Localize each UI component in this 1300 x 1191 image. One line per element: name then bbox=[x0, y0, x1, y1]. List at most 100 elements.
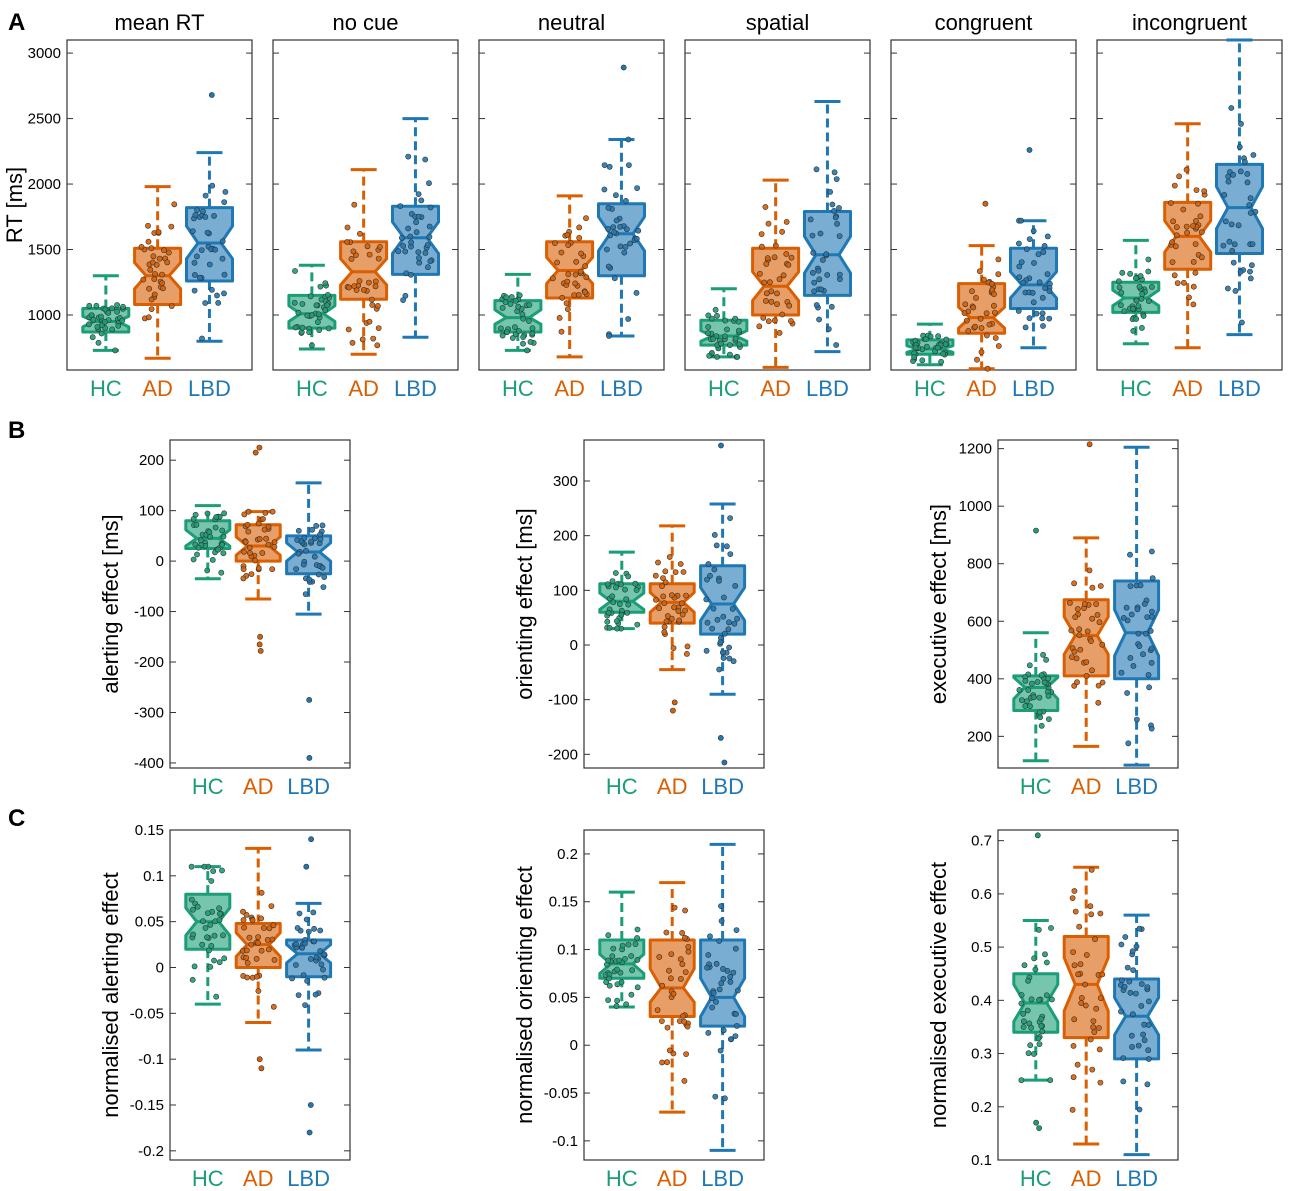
panel-12-ytick-label: 0.3 bbox=[971, 1046, 992, 1063]
panel-8-lbd-point bbox=[713, 542, 720, 549]
panel-2-ad-point bbox=[349, 339, 356, 346]
panel-10-ad-point bbox=[248, 941, 255, 948]
panel-10-lbd-outlier bbox=[303, 863, 310, 870]
panel-12-lbd-point bbox=[1138, 981, 1145, 987]
panel-6-ad-point bbox=[1198, 254, 1205, 261]
panel-12-xlabel-hc: HC bbox=[1020, 1166, 1052, 1186]
panel-5-ad-point bbox=[962, 301, 969, 308]
panel-8-ad-point bbox=[672, 569, 679, 576]
panel-1-ytick-label: 2500 bbox=[28, 111, 61, 128]
panel-8-ad-point bbox=[680, 569, 687, 575]
panel-8-xlabel-lbd: LBD bbox=[701, 774, 744, 799]
panel-10-lbd-point bbox=[304, 978, 310, 984]
panel-10-lbd-point bbox=[307, 956, 314, 962]
panel-8-lbd-point bbox=[704, 619, 711, 626]
panel-1-ad-point bbox=[159, 271, 165, 278]
panel-2-ad-point bbox=[350, 248, 357, 255]
panel-3-lbd-point bbox=[634, 185, 640, 191]
panel-3-xlabel-lbd: LBD bbox=[600, 376, 643, 401]
panel-10-hc-point bbox=[220, 932, 226, 939]
panel-9-lbd-point bbox=[1135, 630, 1142, 637]
panel-1-ad-point bbox=[147, 266, 154, 273]
panel-10-ad-point bbox=[244, 974, 251, 981]
panel-6-hc-point bbox=[1115, 278, 1122, 285]
panel-2-hc-point bbox=[299, 301, 306, 307]
panel-1-lbd-point bbox=[194, 207, 200, 213]
panel-10-lbd-point bbox=[317, 927, 324, 934]
panel-10-ad-point bbox=[255, 934, 261, 940]
panel-9-hc-point bbox=[1034, 679, 1041, 685]
panel-4-ad-point bbox=[759, 243, 765, 250]
panel-5-ad-point bbox=[976, 268, 983, 275]
panel-4-xlabel-hc: HC bbox=[708, 376, 740, 401]
panel-10-hc-point bbox=[208, 878, 215, 884]
panel-12-hc-point bbox=[1018, 1000, 1025, 1007]
panel-5-hc-point bbox=[943, 336, 950, 343]
panel-11-lbd-point bbox=[712, 1093, 719, 1100]
panel-9-hc-point bbox=[1026, 662, 1033, 669]
panel-8-lbd-point bbox=[720, 655, 727, 661]
panel-11-ad-point bbox=[659, 1018, 665, 1024]
panel-10-ad-point bbox=[249, 917, 256, 924]
panel-7-hc-point bbox=[204, 510, 211, 517]
panel-3-hc-point bbox=[497, 325, 504, 332]
panel-4-ad-point bbox=[774, 290, 780, 297]
panel-11-hc-point bbox=[606, 982, 613, 989]
panel-8-hc-point bbox=[612, 570, 619, 576]
panel-10-ad-point bbox=[240, 917, 247, 923]
panel-6-lbd-point bbox=[1222, 218, 1229, 225]
panel-3-lbd-point bbox=[604, 246, 610, 253]
panel-6-ad-point bbox=[1171, 182, 1178, 189]
panel-9-ad-point bbox=[1089, 667, 1095, 674]
panel-12-hc-point bbox=[1020, 1010, 1027, 1017]
panel-12-ad-point bbox=[1082, 981, 1088, 988]
panel-4-lbd-point bbox=[836, 205, 842, 211]
panel-10-hc-point bbox=[191, 963, 198, 970]
panel-3-hc-point bbox=[515, 303, 522, 310]
panel-6-lbd-point bbox=[1228, 221, 1235, 228]
panel-5-lbd-point bbox=[1023, 246, 1030, 253]
panel-10-lbd-point bbox=[299, 944, 305, 951]
panel-4-ad-point bbox=[763, 290, 770, 297]
panel-5-hc-point bbox=[912, 344, 919, 351]
panel-5-xlabel-ad: AD bbox=[966, 376, 997, 401]
panel-7-ad-point bbox=[263, 535, 269, 542]
panel-9-hc-point bbox=[1037, 714, 1044, 721]
panel-5-hc-point bbox=[935, 333, 941, 340]
panel-9-lbd-point bbox=[1149, 548, 1155, 555]
panel-8-hc-point bbox=[618, 611, 625, 618]
panel-9-hc-point bbox=[1040, 651, 1046, 658]
panel-8-hc-point bbox=[616, 601, 623, 608]
panel-7-lbd-point bbox=[317, 531, 323, 538]
panel-11-ytick-label: -0.1 bbox=[552, 1133, 578, 1150]
panel-12-hc-point bbox=[1025, 977, 1031, 984]
panel-9-ad-point bbox=[1083, 673, 1090, 679]
panel-8-lbd-point bbox=[704, 576, 710, 583]
panel-6-lbd-point bbox=[1230, 259, 1237, 266]
panel-11-lbd-point bbox=[704, 964, 710, 971]
panel-12-hc-point bbox=[1042, 951, 1048, 958]
panel-9-ad-point bbox=[1077, 646, 1084, 653]
panel-10-lbd-point bbox=[302, 940, 308, 947]
panel-8-hc-point bbox=[618, 581, 624, 588]
panel-2-hc-point bbox=[306, 329, 313, 336]
panel-9-hc-point bbox=[1045, 675, 1052, 682]
panel-1-lbd-point bbox=[208, 286, 215, 293]
panel-7-ad-point bbox=[271, 544, 278, 550]
panel-1-lbd-point bbox=[197, 274, 203, 281]
panel-3-hc-point bbox=[520, 340, 526, 347]
panel-12-lbd-point bbox=[1130, 1011, 1136, 1018]
panel-8-lbd-point bbox=[714, 616, 721, 623]
panel-2-ad-point bbox=[348, 255, 355, 262]
panel-2-ad-point bbox=[356, 230, 363, 237]
panel-3-title: neutral bbox=[538, 10, 605, 35]
panel-3-hc-point bbox=[508, 294, 515, 300]
panel-7-ytick-label: -300 bbox=[134, 704, 164, 721]
panel-12-hc-point bbox=[1031, 1051, 1037, 1057]
panel-4-hc-point bbox=[706, 352, 713, 359]
panel-1-lbd-point bbox=[192, 212, 199, 218]
panel-11-ad-point bbox=[659, 982, 666, 989]
panel-8-lbd-point bbox=[705, 561, 712, 567]
panel-2-lbd-point bbox=[397, 203, 404, 209]
panel-11-hc-point bbox=[634, 957, 641, 963]
